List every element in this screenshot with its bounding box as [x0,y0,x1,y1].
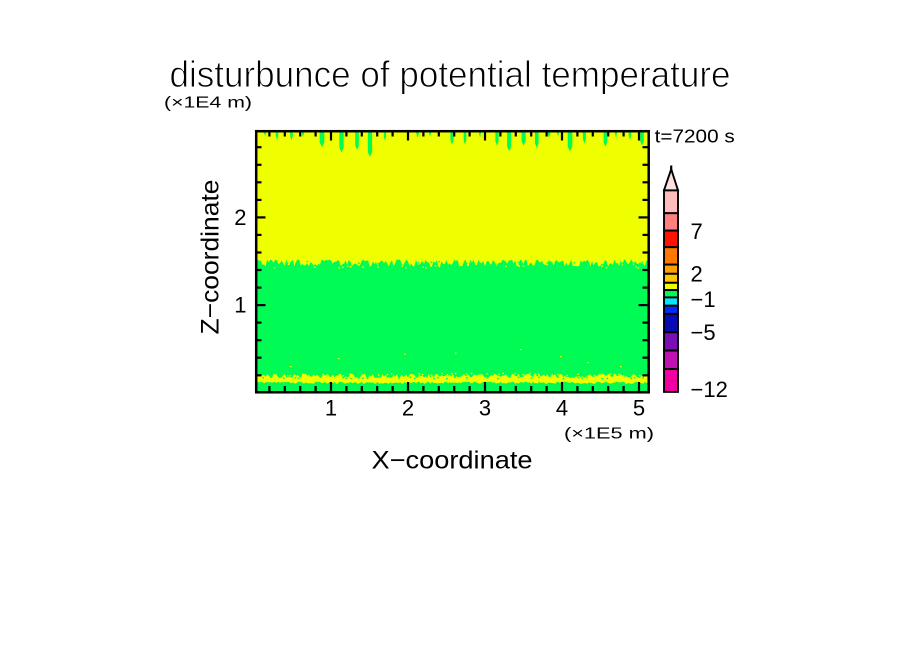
svg-text:(×1E4 m): (×1E4 m) [164,95,252,112]
svg-text:−12: −12 [691,377,728,402]
svg-text:(×1E5 m): (×1E5 m) [564,426,654,443]
svg-text:Z−coordinate: Z−coordinate [197,180,225,335]
svg-text:1: 1 [325,396,337,421]
svg-text:X−coordinate: X−coordinate [372,447,533,475]
svg-text:2: 2 [402,396,414,421]
svg-text:t=7200 s: t=7200 s [655,127,735,147]
svg-text:1: 1 [234,293,246,318]
svg-text:5: 5 [633,396,645,421]
svg-text:4: 4 [556,396,568,421]
svg-text:−5: −5 [691,320,716,345]
svg-text:disturbunce of potential tempe: disturbunce of potential temperature [170,54,731,95]
svg-text:3: 3 [479,396,491,421]
svg-text:2: 2 [691,262,703,287]
svg-text:7: 7 [691,219,703,244]
svg-text:2: 2 [234,205,246,230]
svg-text:−1: −1 [691,287,716,312]
